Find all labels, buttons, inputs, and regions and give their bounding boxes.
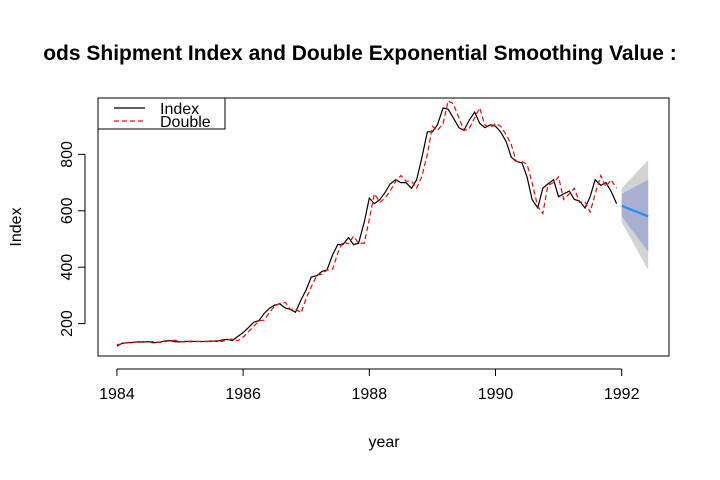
series-line-double (116, 99, 618, 346)
series-lines (116, 99, 649, 347)
x-tick-label: 1988 (352, 386, 388, 403)
legend-box (97, 97, 226, 130)
y-axis-label: Index (8, 207, 25, 246)
x-tick-label: 1990 (478, 386, 514, 403)
series-line-forecast (621, 204, 649, 218)
forecast-band-80 (621, 179, 649, 252)
y-tick-label: 400 (59, 254, 76, 281)
legend-label-index: Index (160, 101, 199, 118)
y-axis: 200 400 600 800 (59, 141, 86, 337)
forecast-bands (621, 160, 649, 270)
x-tick-label: 1984 (99, 386, 135, 403)
y-tick-label: 600 (59, 197, 76, 224)
x-axis: 1984 1986 1988 1990 1992 (99, 368, 640, 403)
chart-title: ods Shipment Index and Double Exponentia… (43, 42, 677, 65)
legend: Index Double (97, 97, 226, 131)
x-tick-label: 1986 (225, 386, 261, 403)
y-tick-label: 200 (59, 310, 76, 337)
x-tick-label: 1992 (604, 386, 640, 403)
y-tick-label: 800 (59, 141, 76, 168)
plot-frame (97, 97, 670, 357)
series-line-index (116, 107, 618, 347)
x-axis-label: year (368, 434, 400, 451)
legend-label-double: Double (160, 114, 211, 131)
